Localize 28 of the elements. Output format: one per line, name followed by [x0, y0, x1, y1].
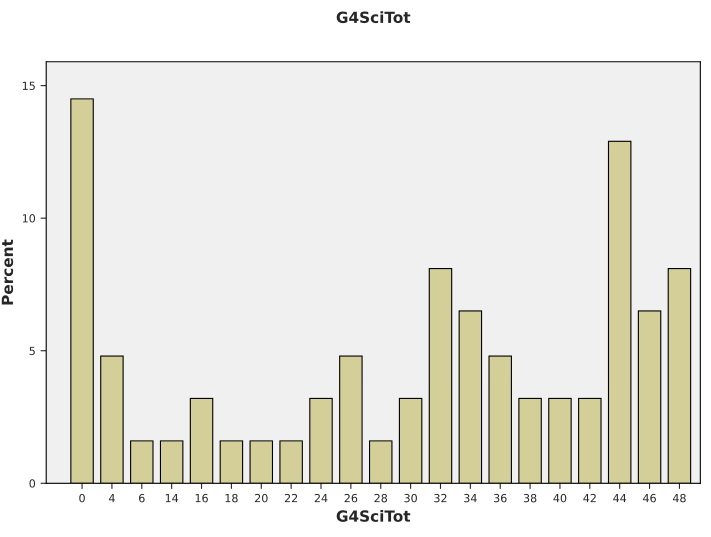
x-tick-label: 38: [524, 494, 536, 502]
x-tick-label: 44: [613, 494, 626, 502]
x-tick-label: 22: [284, 494, 298, 502]
y-axis-title: Percent: [2, 240, 14, 304]
x-tick-label: 14: [166, 494, 178, 502]
x-tick-label: 36: [494, 494, 507, 502]
x-tick-label: 32: [434, 494, 446, 502]
x-tick-label: 26: [344, 494, 358, 502]
x-tick-label: 18: [226, 494, 238, 502]
y-tick-label: 15: [22, 82, 35, 90]
x-tick-label: 46: [643, 494, 656, 502]
y-tick-label: 10: [22, 214, 36, 223]
x-tick-label: 24: [314, 494, 328, 502]
x-tick-label: 30: [404, 494, 417, 502]
x-tick-label: 34: [464, 494, 477, 502]
y-tick-label: 0: [29, 479, 36, 488]
x-tick-label: 6: [139, 494, 145, 502]
x-tick-label: 48: [672, 494, 686, 502]
y-tick-label: 5: [30, 346, 35, 356]
x-tick-label: 42: [583, 494, 596, 502]
x-tick-label: 40: [553, 494, 566, 502]
x-tick-label: 4: [108, 494, 115, 502]
chart-title: G4SciTot: [336, 11, 410, 24]
x-tick-label: 16: [196, 494, 208, 502]
x-tick-label: 20: [255, 494, 268, 502]
x-tick-label: 28: [374, 494, 388, 502]
x-axis-title: G4SciTot: [336, 510, 410, 522]
x-tick-label: 0: [79, 494, 85, 502]
